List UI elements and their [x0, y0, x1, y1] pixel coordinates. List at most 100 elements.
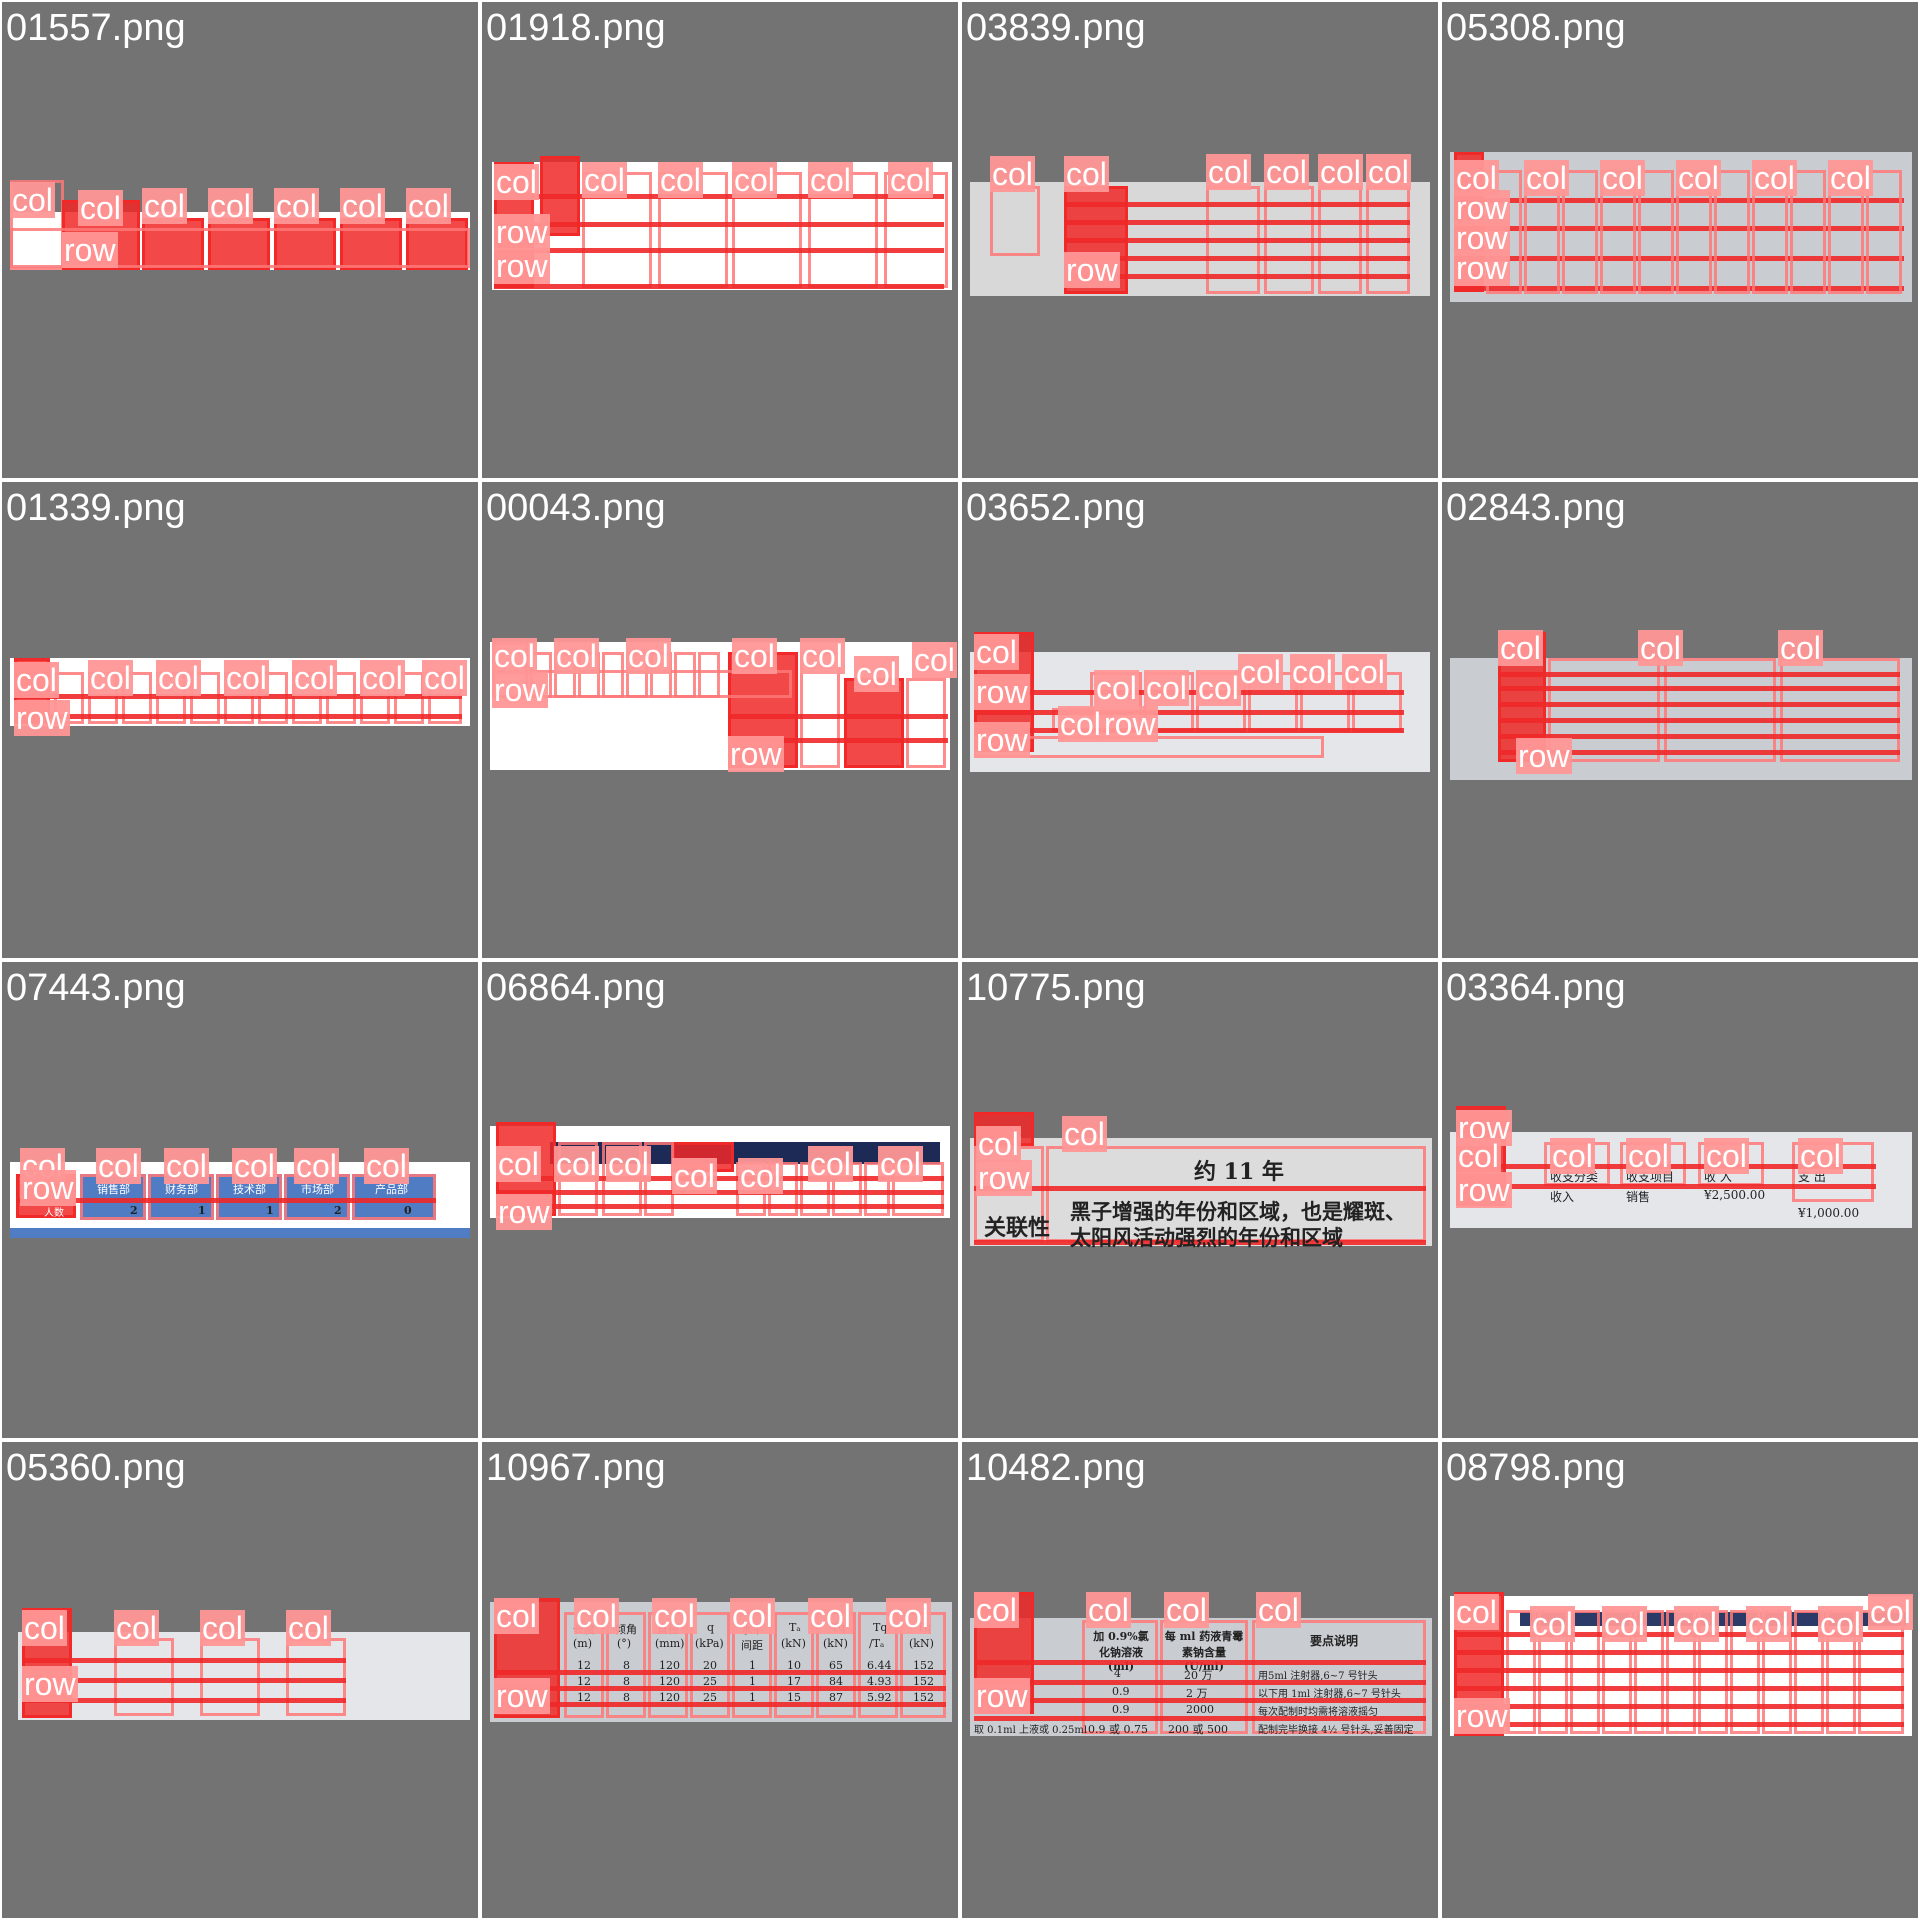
column-label: col — [888, 162, 933, 198]
column-label: col — [1238, 654, 1283, 690]
row-box — [1498, 750, 1900, 755]
column-label: col — [886, 1598, 931, 1634]
column-label: col — [606, 1146, 651, 1182]
column-label: col — [672, 1158, 717, 1194]
cell-value: 8 — [623, 1691, 630, 1704]
column-label: col — [496, 1146, 541, 1182]
unit-text: (kN) — [781, 1637, 806, 1650]
grid-tile-01339[interactable]: 01339.png col col col col col col col ro… — [2, 482, 478, 958]
grid-tile-00043[interactable]: 00043.png col col col col col col col ro… — [482, 482, 958, 958]
grid-tile-07443[interactable]: 07443.png 销售部 财务部 技术部 市场部 产品部 人数 2 1 1 2… — [2, 962, 478, 1438]
row-box — [10, 228, 470, 268]
column-label: col — [1752, 160, 1797, 196]
grid-tile-10482[interactable]: 10482.png 加 0.9%氯化钠溶液(ml) 每 ml 药液青霉素钠含量(… — [962, 1442, 1438, 1918]
row-box — [728, 714, 948, 719]
column-label: col — [10, 182, 55, 218]
tile-filename: 03364.png — [1446, 967, 1626, 1009]
header-text: 财务部 — [165, 1183, 198, 1196]
column-label: col — [1164, 1592, 1209, 1628]
cell-value: 0.9 或 0.75 — [1088, 1723, 1148, 1736]
unit-text: (kN) — [823, 1637, 848, 1650]
header-text: 要点说明 — [1310, 1634, 1359, 1648]
column-label: col — [78, 190, 123, 226]
column-label: col — [1602, 1606, 1647, 1642]
column-label: col — [808, 1598, 853, 1634]
unit-text: (m) — [573, 1637, 593, 1650]
column-label: col — [1062, 1116, 1107, 1152]
cell-value: 20 万 — [1184, 1669, 1213, 1682]
column-box — [1664, 658, 1776, 762]
column-label: col — [1524, 160, 1569, 196]
grid-tile-01557[interactable]: 01557.png col col col col col col col ro… — [2, 2, 478, 478]
column-label: col — [1676, 160, 1721, 196]
column-label: col — [422, 660, 467, 696]
tile-filename: 03652.png — [966, 487, 1146, 529]
column-label: col — [360, 660, 405, 696]
column-label: col — [1264, 154, 1309, 190]
cell-value: 5.92 — [867, 1691, 892, 1704]
grid-tile-03652[interactable]: 03652.png col col col col col col col co… — [962, 482, 1438, 958]
cell-value: 15 — [787, 1691, 801, 1704]
column-label: col — [554, 638, 599, 674]
column-box — [406, 218, 468, 270]
row-box — [1454, 1686, 1904, 1691]
row-box — [1456, 1184, 1876, 1189]
column-label: col — [294, 1148, 339, 1184]
grid-tile-03364[interactable]: 03364.png 收支分类 收支项目 收 入 支 出 收入 销售 ¥2,500… — [1442, 962, 1918, 1438]
row-box — [1498, 686, 1900, 691]
column-label: col — [114, 1610, 159, 1646]
cell-value: 17 — [787, 1675, 801, 1688]
column-label: col — [854, 656, 899, 692]
cell-value: 200 或 500 — [1168, 1723, 1228, 1736]
row-box — [974, 1698, 1426, 1703]
row-box — [16, 1198, 436, 1203]
column-label: col — [1550, 1138, 1595, 1174]
unit-text: (mm) — [655, 1637, 685, 1650]
tile-filename: 10967.png — [486, 1447, 666, 1489]
column-label: col — [1454, 1594, 1499, 1630]
grid-tile-02843[interactable]: 02843.png col col col row — [1442, 482, 1918, 958]
tile-filename: 01339.png — [6, 487, 186, 529]
row-box — [974, 1186, 1426, 1191]
column-label: col — [1530, 1606, 1575, 1642]
row-box — [494, 248, 944, 253]
column-box: Tₐ (kN) 10 17 15 — [774, 1612, 814, 1718]
column-label: col — [1674, 1606, 1719, 1642]
header-text: 加 0.9%氯化钠溶液(ml) — [1093, 1630, 1149, 1673]
row-box — [496, 1204, 944, 1209]
row-box — [22, 1698, 346, 1703]
cell-value: 152 — [913, 1675, 934, 1688]
cell-value: 10 — [787, 1659, 801, 1672]
column-label: col — [990, 156, 1035, 192]
tile-filename: 08798.png — [1446, 1447, 1626, 1489]
grid-tile-08798[interactable]: 08798.png col col col col col col col ro… — [1442, 1442, 1918, 1918]
row-label: row — [22, 1666, 78, 1702]
tile-filename: 01918.png — [486, 7, 666, 49]
column-label: col — [1366, 154, 1411, 190]
grid-tile-10775[interactable]: 10775.png 约 11 年 关联性 黑子增强的年份和区域，也是耀斑、 太阳… — [962, 962, 1438, 1438]
row-box — [974, 728, 1404, 733]
row-label: row — [1516, 738, 1572, 774]
grid-tile-06864[interactable]: 06864.png col col col col col col col ro… — [482, 962, 958, 1438]
cell-value: 1 — [749, 1691, 756, 1704]
column-label: col — [1256, 1592, 1301, 1628]
grid-tile-05360[interactable]: 05360.png col col col col row — [2, 1442, 478, 1918]
column-label: col — [274, 188, 319, 224]
grid-tile-01918[interactable]: 01918.png col col col col col col row ro… — [482, 2, 958, 478]
column-box — [1780, 658, 1900, 762]
tile-filename: 10775.png — [966, 967, 1146, 1009]
column-label: col — [1290, 654, 1335, 690]
row-box — [1454, 286, 1904, 291]
column-label: col — [912, 642, 957, 678]
column-label: col — [1498, 630, 1543, 666]
row-box — [1454, 1668, 1904, 1673]
grid-tile-03839[interactable]: 03839.png col col col col col col row — [962, 2, 1438, 478]
row-label: row — [492, 672, 548, 708]
cell-value: 120 — [659, 1675, 680, 1688]
grid-tile-05308[interactable]: 05308.png col col col col col col row ro… — [1442, 2, 1918, 478]
row-box — [14, 694, 462, 699]
cell-value: 65 — [829, 1659, 843, 1672]
column-label: col — [494, 1598, 539, 1634]
row-box — [1064, 202, 1410, 207]
